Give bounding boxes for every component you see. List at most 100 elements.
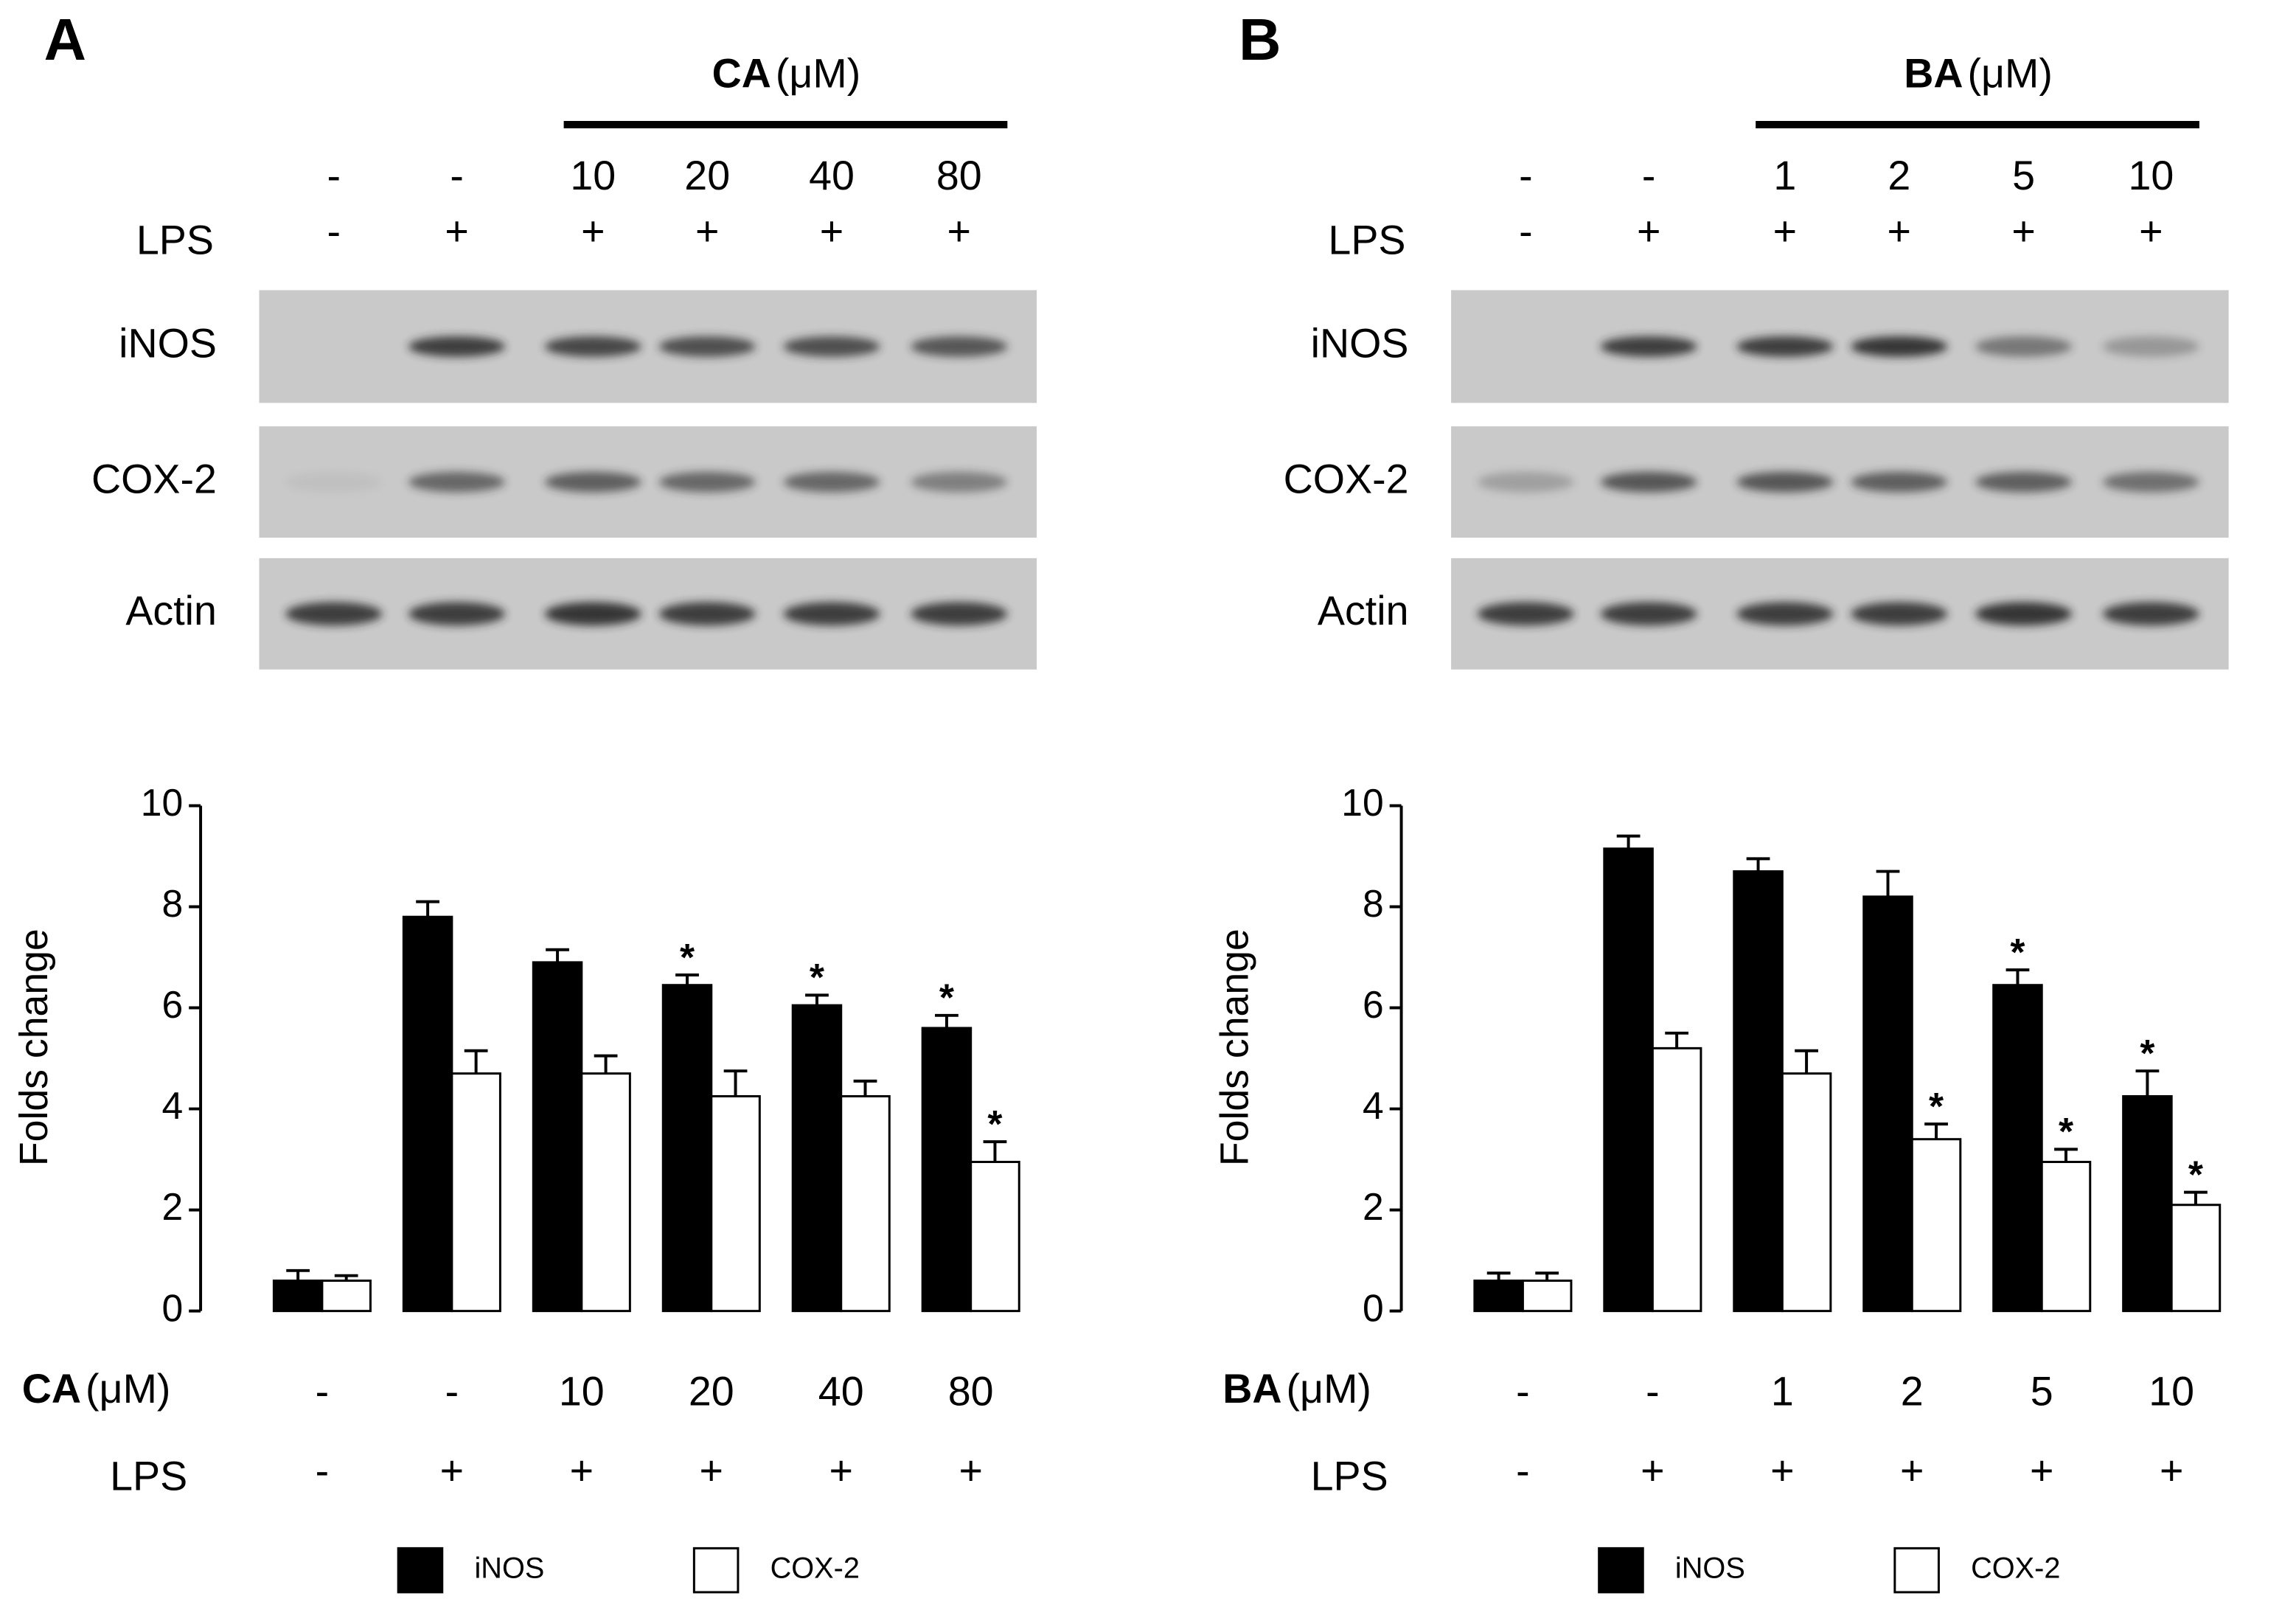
bar (970, 1161, 1020, 1313)
band (658, 471, 756, 493)
blot-label: COX-2 (1284, 456, 1409, 501)
dose-label: 20 (684, 153, 730, 198)
x-label-unit: (μM) (1287, 1366, 1371, 1412)
band (911, 602, 1008, 626)
lps-sign: + (445, 209, 468, 254)
y-tick-label: 10 (1341, 781, 1383, 824)
legend-swatch (1893, 1547, 1940, 1594)
x-tick-label: 5 (2031, 1369, 2053, 1415)
band (1600, 602, 1697, 626)
lps-sign: - (1519, 209, 1533, 254)
lps-label: LPS (110, 1454, 187, 1499)
lps-sign: + (1641, 1448, 1664, 1493)
band (1736, 336, 1834, 357)
x-tick-label: 10 (559, 1369, 605, 1415)
y-tick-label: 2 (162, 1185, 184, 1228)
lps-sign: + (829, 1448, 853, 1493)
legend-label: iNOS (1675, 1552, 1745, 1585)
band (1736, 602, 1834, 626)
x-tick-label: 20 (689, 1369, 734, 1415)
x-label-name: CA (22, 1366, 81, 1412)
lps-sign: + (570, 1448, 594, 1493)
band (544, 336, 641, 357)
significance-mark: * (2010, 931, 2025, 973)
band (911, 471, 1008, 493)
lps-sign: - (1516, 1448, 1530, 1493)
y-tick-label: 6 (162, 983, 184, 1026)
y-tick-label: 8 (162, 882, 184, 925)
lps-sign: - (327, 209, 341, 254)
x-label-name: BA (1222, 1366, 1281, 1412)
x-tick-label: 40 (818, 1369, 864, 1415)
panel-label: A (44, 7, 86, 72)
band (783, 471, 880, 493)
lps-sign: + (2160, 1448, 2183, 1493)
blot-label: iNOS (1311, 321, 1409, 367)
legend-swatch (397, 1547, 444, 1594)
treatment-name: CA (712, 50, 771, 96)
bar (321, 1280, 372, 1313)
lps-label: LPS (136, 218, 214, 263)
band (544, 602, 641, 626)
bar (840, 1094, 891, 1313)
x-tick-label: - (316, 1369, 330, 1415)
bar (1473, 1280, 1524, 1313)
y-tick-label: 2 (1363, 1185, 1384, 1228)
band (1851, 602, 1948, 626)
bar (661, 984, 713, 1313)
x-tick-label: 80 (948, 1369, 994, 1415)
treatment-name: BA (1904, 50, 1963, 96)
treatment-unit: (μM) (1967, 50, 2052, 96)
bar (2040, 1161, 2092, 1313)
bar (532, 961, 583, 1313)
lps-sign: + (440, 1448, 464, 1493)
band (285, 602, 383, 626)
significance-mark: * (1929, 1085, 1944, 1128)
band (783, 602, 880, 626)
band (408, 602, 506, 626)
x-tick-label: 10 (2149, 1369, 2194, 1415)
lps-sign: + (1900, 1448, 1924, 1493)
x-label: BA (μM) (1222, 1366, 1371, 1412)
x-label-unit: (μM) (86, 1366, 170, 1412)
blot-label: iNOS (119, 321, 217, 367)
legend-label: COX-2 (770, 1552, 860, 1585)
bar (1992, 984, 2043, 1313)
lps-sign: + (2139, 209, 2163, 254)
treatment-header: BA (μM) (1904, 50, 2053, 96)
lps-sign: + (1770, 1448, 1794, 1493)
y-tick-label: 8 (1363, 882, 1384, 925)
band (1975, 602, 2073, 626)
band (408, 336, 506, 357)
dose-label: 80 (936, 153, 982, 198)
band (658, 602, 756, 626)
blot (259, 290, 1037, 403)
band (1477, 471, 1574, 493)
lps-sign: + (700, 1448, 723, 1493)
band (408, 471, 506, 493)
significance-mark: * (987, 1103, 1003, 1145)
bar (2170, 1204, 2222, 1313)
lps-sign: + (820, 209, 843, 254)
treatment-header: CA (μM) (712, 50, 861, 96)
treatment-unit: (μM) (776, 50, 860, 96)
legend-swatch (692, 1547, 740, 1594)
bar (921, 1027, 973, 1313)
dose-label: 10 (2128, 153, 2174, 198)
band (1975, 336, 2073, 357)
y-tick-label: 0 (1363, 1286, 1384, 1329)
lps-sign: + (959, 1448, 982, 1493)
x-tick-label: - (1646, 1369, 1660, 1415)
dose-label: 10 (570, 153, 616, 198)
lps-label: LPS (1328, 218, 1405, 263)
blot-label: Actin (1318, 588, 1409, 634)
dose-label: - (450, 153, 464, 198)
lps-sign: - (316, 1448, 330, 1493)
bar (272, 1280, 324, 1313)
bar (791, 1004, 843, 1313)
x-tick-label: 2 (1901, 1369, 1924, 1415)
blot (259, 558, 1037, 670)
x-tick-label: - (1516, 1369, 1530, 1415)
